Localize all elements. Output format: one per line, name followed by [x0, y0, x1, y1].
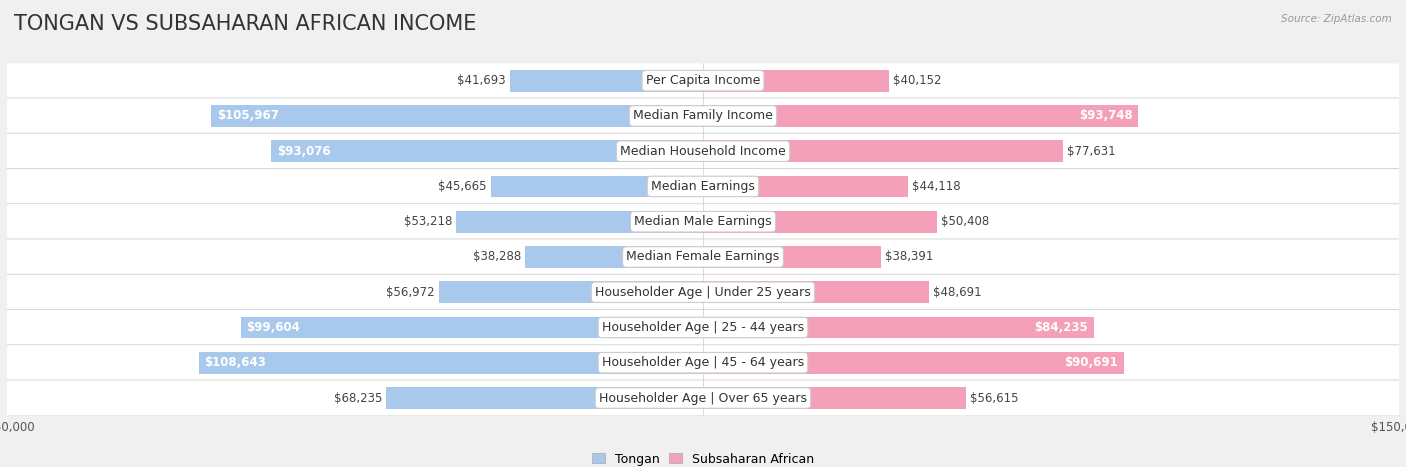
Bar — [703, 211, 936, 233]
Text: $48,691: $48,691 — [934, 286, 981, 299]
FancyBboxPatch shape — [0, 133, 1406, 169]
Bar — [703, 176, 908, 198]
FancyBboxPatch shape — [0, 345, 1406, 381]
Legend: Tongan, Subsaharan African: Tongan, Subsaharan African — [592, 453, 814, 466]
Bar — [703, 140, 1063, 162]
Text: $56,972: $56,972 — [385, 286, 434, 299]
Text: $84,235: $84,235 — [1035, 321, 1088, 334]
FancyBboxPatch shape — [0, 310, 1406, 346]
Bar — [703, 352, 1123, 374]
Text: TONGAN VS SUBSAHARAN AFRICAN INCOME: TONGAN VS SUBSAHARAN AFRICAN INCOME — [14, 14, 477, 34]
Bar — [439, 281, 703, 303]
Text: $77,631: $77,631 — [1067, 145, 1116, 158]
Text: $105,967: $105,967 — [217, 109, 278, 122]
Text: Householder Age | Under 25 years: Householder Age | Under 25 years — [595, 286, 811, 299]
Text: $41,693: $41,693 — [457, 74, 505, 87]
Text: $50,408: $50,408 — [941, 215, 990, 228]
Bar — [211, 105, 703, 127]
Bar — [703, 246, 882, 268]
Text: $38,391: $38,391 — [886, 250, 934, 263]
Text: $68,235: $68,235 — [333, 391, 382, 404]
Text: $108,643: $108,643 — [204, 356, 266, 369]
Text: Median Male Earnings: Median Male Earnings — [634, 215, 772, 228]
Bar — [387, 387, 703, 409]
Text: $38,288: $38,288 — [472, 250, 522, 263]
FancyBboxPatch shape — [0, 380, 1406, 416]
Text: Median Female Earnings: Median Female Earnings — [627, 250, 779, 263]
Text: $93,076: $93,076 — [277, 145, 330, 158]
Text: $53,218: $53,218 — [404, 215, 451, 228]
Bar — [509, 70, 703, 92]
Bar — [198, 352, 703, 374]
Bar — [456, 211, 703, 233]
FancyBboxPatch shape — [0, 204, 1406, 240]
Bar — [491, 176, 703, 198]
Bar — [703, 105, 1137, 127]
Bar — [526, 246, 703, 268]
Bar — [703, 387, 966, 409]
Text: Householder Age | Over 65 years: Householder Age | Over 65 years — [599, 391, 807, 404]
FancyBboxPatch shape — [0, 239, 1406, 275]
Text: $99,604: $99,604 — [246, 321, 301, 334]
Text: Median Family Income: Median Family Income — [633, 109, 773, 122]
Text: $56,615: $56,615 — [970, 391, 1018, 404]
Bar — [271, 140, 703, 162]
Bar — [240, 317, 703, 339]
Text: Median Earnings: Median Earnings — [651, 180, 755, 193]
Text: $90,691: $90,691 — [1064, 356, 1118, 369]
FancyBboxPatch shape — [0, 63, 1406, 99]
Bar — [703, 317, 1094, 339]
Text: Per Capita Income: Per Capita Income — [645, 74, 761, 87]
Text: Source: ZipAtlas.com: Source: ZipAtlas.com — [1281, 14, 1392, 24]
FancyBboxPatch shape — [0, 169, 1406, 205]
Text: $44,118: $44,118 — [912, 180, 960, 193]
Bar — [703, 70, 890, 92]
Bar — [703, 281, 929, 303]
Text: Median Household Income: Median Household Income — [620, 145, 786, 158]
Text: $45,665: $45,665 — [439, 180, 486, 193]
Text: Householder Age | 25 - 44 years: Householder Age | 25 - 44 years — [602, 321, 804, 334]
Text: Householder Age | 45 - 64 years: Householder Age | 45 - 64 years — [602, 356, 804, 369]
FancyBboxPatch shape — [0, 98, 1406, 134]
Text: $93,748: $93,748 — [1078, 109, 1132, 122]
FancyBboxPatch shape — [0, 274, 1406, 310]
Text: $40,152: $40,152 — [893, 74, 942, 87]
